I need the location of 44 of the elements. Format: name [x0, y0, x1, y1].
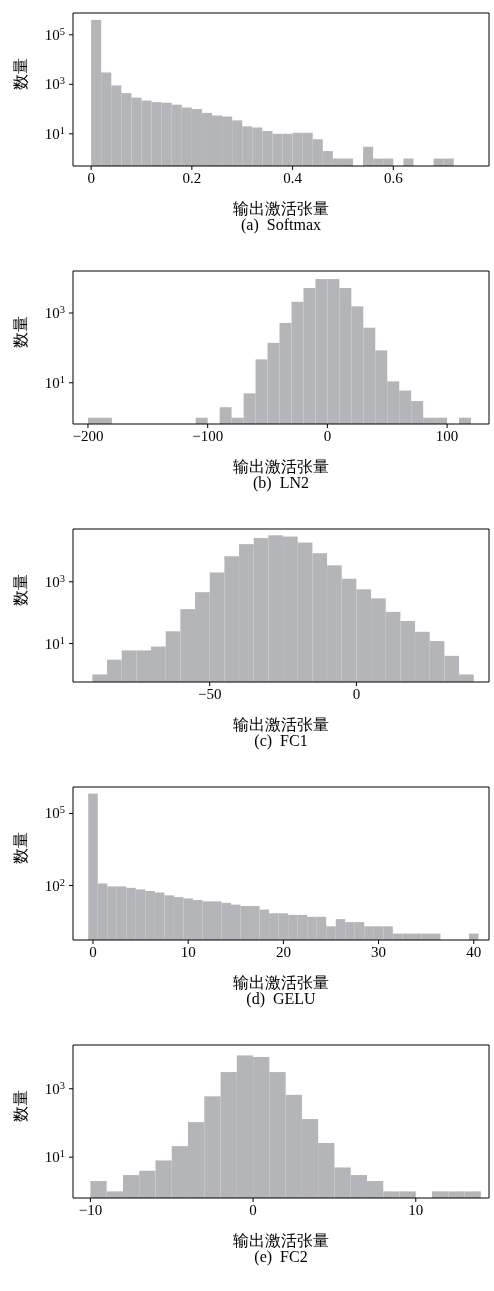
y-tick-label: 10$^{1}$: [44, 1147, 65, 1166]
y-tick-label: 10$^{5}$: [44, 25, 65, 43]
x-tick-label: −200: [72, 427, 104, 444]
x-tick-label: 10: [180, 943, 196, 960]
text: (d) GELU: [245, 990, 317, 1008]
x-axis-title: 输出激活张量: [233, 1232, 329, 1249]
y-axis-title: 数量: [11, 831, 29, 864]
x-tick-label: 30: [371, 943, 387, 960]
y-axis-title: 数量: [11, 315, 29, 348]
x-tick-label: 20: [275, 943, 291, 960]
y-tick-label: 10$^{3}$: [44, 1079, 65, 1097]
y-tick-label: 10$^{3}$: [44, 74, 65, 93]
y-tick-label: 10$^{1}$: [44, 124, 65, 142]
y-tick-label: 10$^{3}$: [44, 303, 65, 322]
x-tick-label: 0.6: [383, 169, 404, 186]
x-axis-title: 输出激活张量: [233, 974, 329, 991]
x-tick-label: −10: [78, 1201, 103, 1218]
text: (e) FC2: [253, 1248, 309, 1266]
x-axis-title: 输出激活张量: [233, 716, 329, 733]
text: (b) LN2: [252, 474, 310, 492]
x-tick-label: 10: [408, 1201, 424, 1218]
x-tick-label: 0: [89, 943, 97, 960]
y-tick-label: 10$^{3}$: [44, 572, 65, 590]
x-tick-label: 0.2: [182, 169, 202, 186]
x-axis-title: 输出激活张量: [233, 458, 329, 475]
x-tick-label: 40: [466, 943, 482, 960]
y-tick-label: 10$^{1}$: [44, 373, 65, 391]
x-tick-label: −50: [197, 685, 222, 702]
x-tick-label: −100: [192, 427, 224, 444]
x-tick-label: 0.4: [283, 169, 303, 186]
x-tick-label: 100: [435, 427, 459, 444]
x-tick-label: 0: [323, 427, 332, 444]
x-tick-label: 0: [87, 169, 95, 186]
x-tick-label: 0: [352, 685, 361, 702]
y-axis-title: 数量: [11, 57, 29, 90]
text: (c) FC1: [253, 732, 309, 750]
y-axis-title: 数量: [11, 573, 29, 606]
y-tick-label: 10$^{1}$: [44, 634, 65, 652]
y-axis-title: 数量: [11, 1089, 29, 1122]
x-axis-title: 输出激活张量: [233, 200, 329, 217]
x-tick-label: 0: [249, 1201, 257, 1218]
y-tick-label: 10$^{5}$: [44, 803, 65, 822]
text: (a) Softmax: [240, 216, 322, 234]
y-tick-label: 10$^{2}$: [44, 876, 65, 894]
